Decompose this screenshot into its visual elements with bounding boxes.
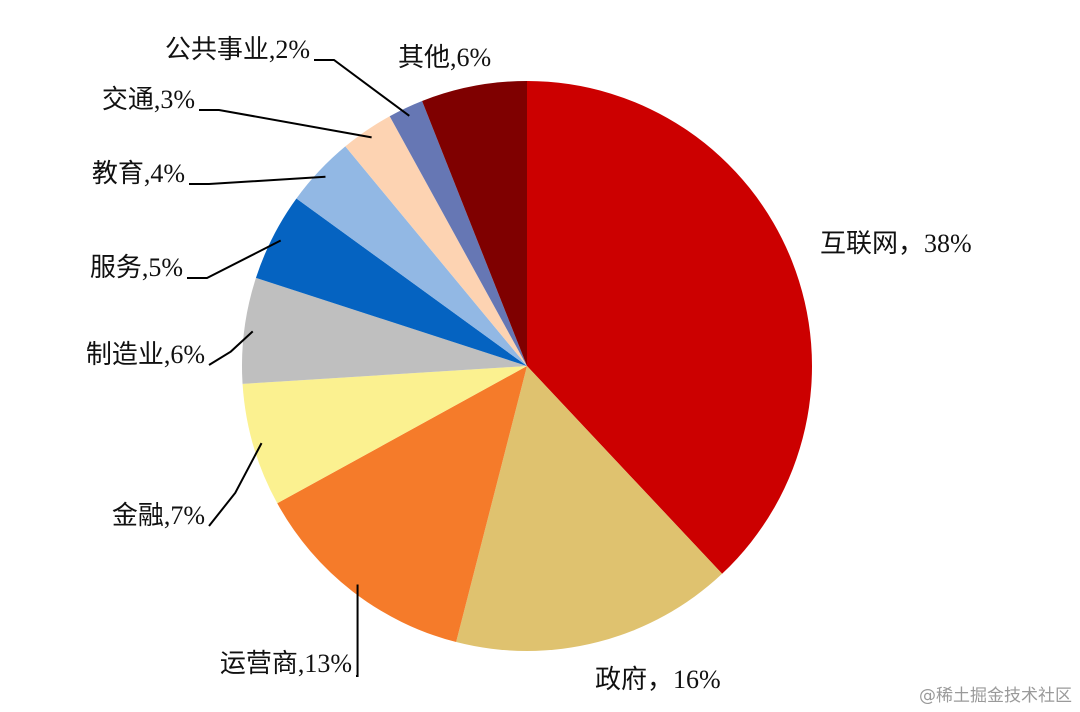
- slice-label: 其他,6%: [398, 43, 491, 72]
- slice-label: 服务,5%: [90, 253, 183, 282]
- leader-line: [314, 59, 410, 117]
- slice-label: 公共事业,2%: [165, 35, 310, 64]
- pie-slice: [422, 81, 527, 366]
- slice-label: 运营商,13%: [220, 649, 352, 678]
- pie-slice: [389, 101, 527, 366]
- leader-line: [199, 109, 372, 139]
- pie-slice: [296, 146, 527, 366]
- slice-label: 教育,4%: [92, 159, 185, 188]
- pie-slice: [242, 277, 527, 384]
- pie-slice: [527, 81, 812, 574]
- leader-line: [187, 239, 282, 279]
- leader-line: [208, 442, 263, 527]
- slice-label: 互联网，38%: [820, 229, 972, 258]
- leader-line: [208, 330, 254, 366]
- slice-label: 政府，16%: [595, 665, 721, 694]
- slice-label: 交通,3%: [102, 85, 195, 114]
- watermark: @稀土掘金技术社区: [919, 686, 1072, 706]
- pie-slice: [242, 366, 527, 504]
- leader-line: [356, 584, 359, 677]
- pie-slice: [255, 198, 527, 366]
- leader-line: [189, 175, 326, 185]
- slice-label: 金融,7%: [112, 501, 205, 530]
- slice-label: 制造业,6%: [86, 340, 205, 369]
- pie-slice: [456, 366, 723, 652]
- pie-slice: [345, 116, 527, 366]
- pie-slice: [277, 366, 527, 643]
